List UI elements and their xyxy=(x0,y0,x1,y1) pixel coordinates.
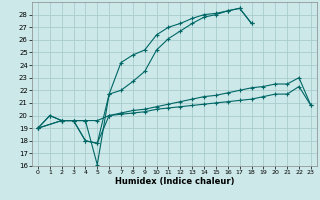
X-axis label: Humidex (Indice chaleur): Humidex (Indice chaleur) xyxy=(115,177,234,186)
